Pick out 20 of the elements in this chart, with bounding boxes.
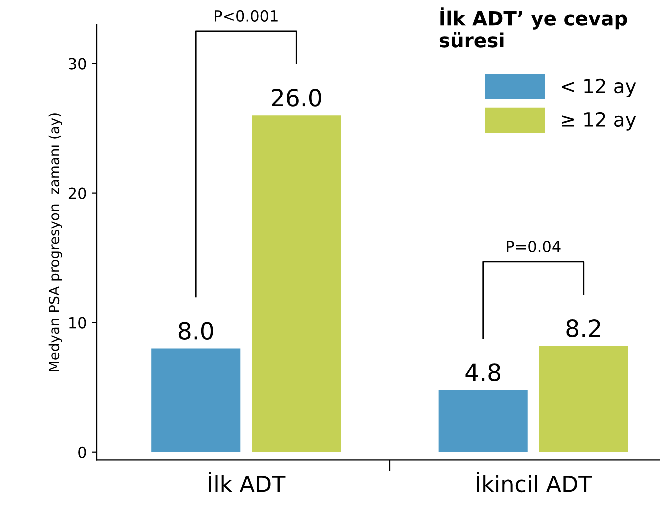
bar bbox=[438, 390, 528, 452]
bar bbox=[252, 116, 342, 452]
data-label: 8.2 bbox=[566, 320, 600, 338]
x-tick-label: İkincil ADT bbox=[477, 472, 592, 493]
x-tick-label: İlk ADT bbox=[209, 472, 286, 492]
legend-title: İlk ADT’ ye cevap süresi bbox=[440, 8, 628, 48]
bar bbox=[539, 346, 628, 452]
bar bbox=[152, 348, 241, 452]
text: P<0.001 bbox=[215, 10, 278, 22]
y-tick-label: 20 bbox=[68, 188, 86, 200]
data-label: 26.0 bbox=[272, 89, 322, 107]
legend-label: ≥ 12 ay bbox=[562, 112, 636, 131]
annotation: P=0.04 bbox=[507, 240, 561, 253]
data-label: 4.8 bbox=[466, 364, 501, 382]
y-tick-label: 10 bbox=[70, 317, 86, 329]
y-axis-title: Medyan PSA progresyon zamanı (ay) bbox=[48, 114, 62, 372]
data-label: 8.0 bbox=[178, 322, 214, 340]
legend-label: < 12 ay bbox=[562, 78, 636, 98]
y-tick-label: 0 bbox=[78, 446, 86, 458]
y-tick-label: 30 bbox=[69, 58, 86, 70]
